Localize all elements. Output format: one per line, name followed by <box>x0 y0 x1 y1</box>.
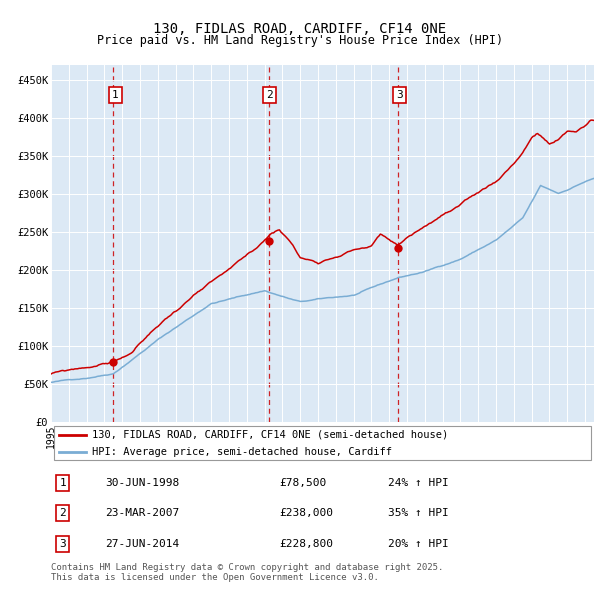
Text: £238,000: £238,000 <box>279 509 333 518</box>
Text: 3: 3 <box>59 539 67 549</box>
Text: 3: 3 <box>397 90 403 100</box>
Text: £228,800: £228,800 <box>279 539 333 549</box>
Text: £78,500: £78,500 <box>279 478 326 487</box>
Text: HPI: Average price, semi-detached house, Cardiff: HPI: Average price, semi-detached house,… <box>92 447 392 457</box>
Text: 24% ↑ HPI: 24% ↑ HPI <box>388 478 448 487</box>
Text: 20% ↑ HPI: 20% ↑ HPI <box>388 539 448 549</box>
Text: 130, FIDLAS ROAD, CARDIFF, CF14 0NE (semi-detached house): 130, FIDLAS ROAD, CARDIFF, CF14 0NE (sem… <box>92 430 448 440</box>
Text: 30-JUN-1998: 30-JUN-1998 <box>106 478 179 487</box>
Text: Price paid vs. HM Land Registry's House Price Index (HPI): Price paid vs. HM Land Registry's House … <box>97 34 503 47</box>
Text: 1: 1 <box>59 478 67 487</box>
Text: Contains HM Land Registry data © Crown copyright and database right 2025.
This d: Contains HM Land Registry data © Crown c… <box>51 563 443 582</box>
Text: 23-MAR-2007: 23-MAR-2007 <box>106 509 179 518</box>
Text: 27-JUN-2014: 27-JUN-2014 <box>106 539 179 549</box>
Text: 130, FIDLAS ROAD, CARDIFF, CF14 0NE: 130, FIDLAS ROAD, CARDIFF, CF14 0NE <box>154 22 446 37</box>
Text: 2: 2 <box>266 90 274 100</box>
Text: 2: 2 <box>59 509 67 518</box>
FancyBboxPatch shape <box>54 426 591 460</box>
Text: 35% ↑ HPI: 35% ↑ HPI <box>388 509 448 518</box>
Text: 1: 1 <box>112 90 118 100</box>
